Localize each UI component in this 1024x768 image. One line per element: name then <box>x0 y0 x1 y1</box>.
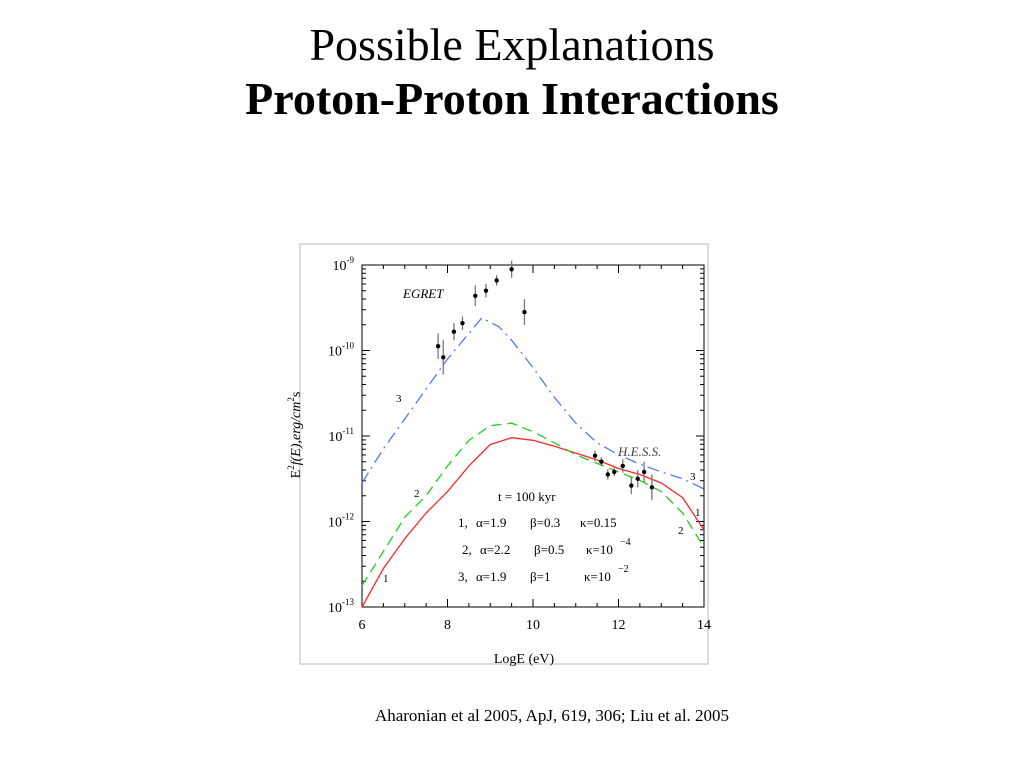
legend-line-3: 3, α=1.9 β=1 κ=10 −2 <box>458 564 629 584</box>
y-tick-base: 10 <box>328 516 342 531</box>
model-curve-3 <box>361 317 705 490</box>
egret-point <box>473 293 478 298</box>
y-axis-label-text: E2f(E),erg/cm2s <box>286 392 304 479</box>
hess-point <box>599 459 604 464</box>
legend-line-2: 2, α=2.2 β=0.5 κ=10 −4 <box>462 537 631 557</box>
hess-point <box>641 469 647 475</box>
model-curve-2 <box>361 422 705 586</box>
hess-point <box>635 476 640 481</box>
y-label-mid: f(E),erg/cm <box>289 402 304 466</box>
y-tick-label: 10-9 <box>333 255 355 274</box>
x-tick-label: 14 <box>697 618 711 633</box>
hess-point <box>592 453 598 458</box>
curve-label-3-right: 3 <box>690 471 696 483</box>
legend-3-alpha: α=1.9 <box>476 569 506 584</box>
slide-subtitle: Proton-Proton Interactions <box>245 73 779 124</box>
y-label-sup1: 2 <box>286 465 296 470</box>
legend-3-kappa: κ=10 <box>584 569 611 584</box>
y-label-sup2: 2 <box>286 397 296 402</box>
y-tick-base: 10 <box>328 345 342 360</box>
curve-label-2-right: 2 <box>678 525 684 537</box>
y-tick-exponent: -9 <box>347 255 355 265</box>
legend-2-kappa: κ=10 <box>586 542 613 557</box>
egret-point <box>509 267 514 272</box>
legend-3-kappa-exp: −2 <box>618 564 629 575</box>
hess-point <box>629 483 634 488</box>
egret-point <box>435 344 441 349</box>
legend-line-1: 1, α=1.9 β=0.3 κ=0.15 <box>458 515 617 530</box>
egret-point <box>494 278 499 283</box>
y-label-tail: s <box>289 392 304 397</box>
y-label-E: E <box>289 470 304 479</box>
y-axis-label: E2f(E),erg/cm2s <box>286 392 304 479</box>
egret-point <box>460 320 465 326</box>
curve-label-3-left: 3 <box>396 393 402 405</box>
y-tick-label: 10-11 <box>328 426 354 445</box>
y-tick-exponent: -11 <box>342 426 354 436</box>
egret-point <box>451 329 457 334</box>
y-tick-base: 10 <box>333 259 347 274</box>
egret-point <box>522 309 527 315</box>
plot-frame-outer <box>299 243 709 665</box>
x-tick-label: 6 <box>359 618 366 633</box>
hess-point <box>605 472 611 477</box>
legend-3-beta: β=1 <box>530 569 550 584</box>
egret-point <box>441 355 446 360</box>
legend-1-beta: β=0.3 <box>530 515 560 530</box>
egret-point <box>483 288 489 293</box>
x-tick-label: 10 <box>526 618 540 633</box>
egret-annotation: EGRET <box>402 286 444 301</box>
model-curve-1 <box>361 437 705 608</box>
hess-annotation: H.E.S.S. <box>617 444 661 459</box>
y-tick-label: 10-12 <box>328 512 354 531</box>
y-tick-base: 10 <box>328 601 342 616</box>
curve-layer <box>361 317 705 608</box>
y-tick-exponent: -13 <box>342 597 354 607</box>
hess-point <box>620 463 625 469</box>
y-tick-exponent: -12 <box>342 512 354 522</box>
slide-title: Possible Explanations <box>309 19 715 70</box>
y-tick-exponent: -10 <box>342 341 354 351</box>
y-tick-base: 10 <box>328 430 342 445</box>
y-tick-label: 10-10 <box>328 341 354 360</box>
curve-label-1-left: 1 <box>383 573 389 585</box>
legend-3-num: 3, <box>458 569 468 584</box>
x-tick-label: 12 <box>612 618 626 633</box>
y-tick-label: 10-13 <box>328 597 354 616</box>
x-axis-label: LogE (eV) <box>494 652 555 667</box>
legend-1-alpha: α=1.9 <box>476 515 506 530</box>
legend-2-num: 2, <box>462 542 472 557</box>
legend-1-num: 1, <box>458 515 468 530</box>
legend-1-kappa: κ=0.15 <box>580 515 617 530</box>
citation: Aharonian et al 2005, ApJ, 619, 306; Liu… <box>374 706 730 725</box>
spectrum-plot: 6 8 10 12 14 10-9 10-10 10-11 10-12 10-13 EGRET H… <box>258 240 738 685</box>
legend-2-alpha: α=2.2 <box>480 542 510 557</box>
legend-2-kappa-exp: −4 <box>620 537 631 548</box>
curve-label-1-right: 1 <box>695 507 701 519</box>
legend-2-beta: β=0.5 <box>534 542 564 557</box>
hess-point <box>649 485 655 490</box>
curve-label-2-left: 2 <box>414 488 420 500</box>
time-label: t = 100 kyr <box>498 489 556 504</box>
hess-point <box>612 469 617 475</box>
point-layer <box>435 260 655 501</box>
x-tick-label: 8 <box>444 618 451 633</box>
